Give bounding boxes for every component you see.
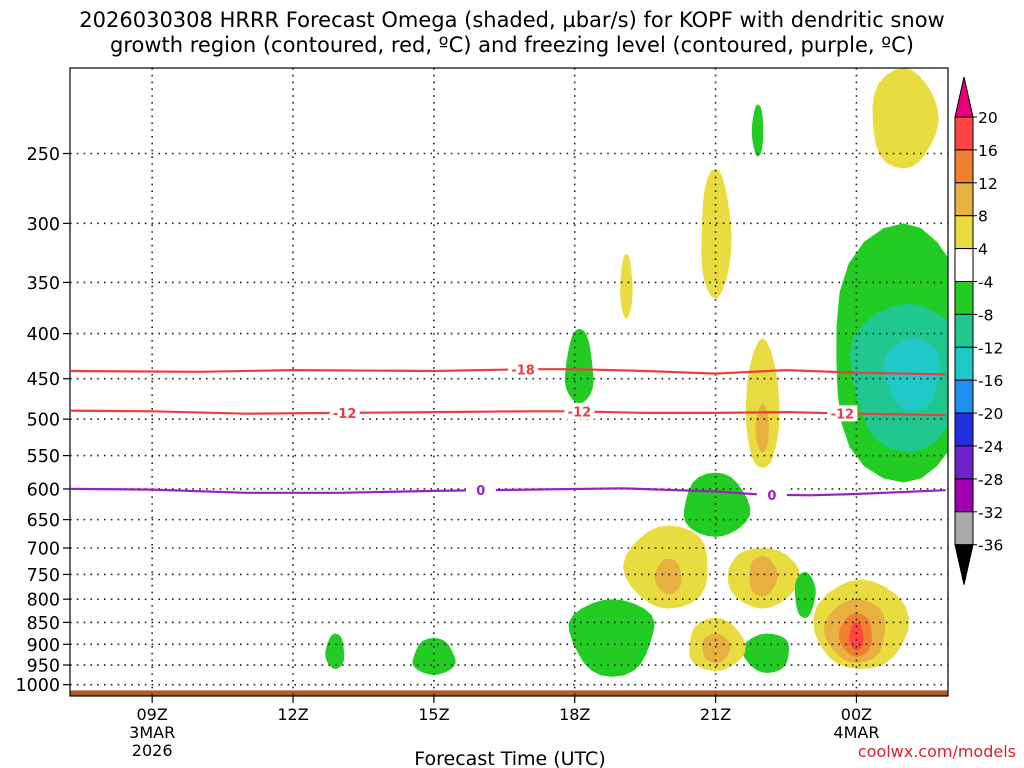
contour-line [70, 487, 946, 497]
omega-region [702, 633, 731, 663]
colorbar-label: -32 [978, 504, 1003, 522]
x-tick-sublabel: 3MAR [129, 723, 175, 742]
colorbar-label: -28 [978, 471, 1003, 489]
x-tick-label: 12Z [277, 705, 308, 724]
y-tick-label: 850 [27, 614, 60, 634]
contour-label: 0 [767, 489, 776, 504]
colorbar-label: 12 [978, 175, 998, 193]
pressure-axis: 2503003504004505005506006507007508008509… [15, 145, 70, 696]
omega-region [749, 556, 778, 597]
colorbar-label: 16 [978, 142, 998, 160]
contour-label-bg [564, 403, 595, 420]
colorbar-label: -20 [978, 405, 1003, 423]
terrain-strip [70, 690, 948, 696]
colorbar-label: -8 [978, 306, 993, 324]
x-tick-label: 15Z [418, 705, 449, 724]
colorbar-segment [954, 346, 974, 381]
omega-region [794, 571, 816, 618]
chart-title-line-2: growth region (contoured, red, ºC) and f… [110, 33, 914, 57]
omega-region [701, 168, 732, 299]
contour-label: -12 [568, 405, 592, 420]
colorbar-legend: 20 16 12 8 4 -4 -8 -12 -16 -20 -24 -28 -32 -36 [954, 76, 1003, 585]
contour-label-bg [508, 361, 539, 378]
plot-frame [69, 67, 949, 697]
colorbar-segment [954, 379, 974, 414]
colorbar-segment [954, 182, 974, 217]
y-tick-label: 550 [27, 447, 60, 467]
plot-background [70, 68, 948, 696]
grid-lines [69, 67, 949, 697]
colorbar-label: -12 [978, 339, 1003, 357]
y-tick-label: 450 [27, 370, 60, 390]
y-tick-label: 800 [27, 591, 60, 611]
omega-region [683, 472, 751, 537]
colorbar-segment [954, 511, 974, 546]
y-tick-label: 950 [27, 657, 60, 677]
colorbar-label: -4 [978, 274, 993, 292]
contour-label-bg [465, 482, 496, 499]
colorbar-segment [954, 445, 974, 480]
y-tick-label: 600 [27, 480, 60, 500]
colorbar-segment [954, 478, 974, 513]
x-axis-label: Forecast Time (UTC) [414, 748, 605, 768]
omega-region [620, 254, 633, 319]
x-tick-label: 18Z [559, 705, 590, 724]
colorbar-segment [954, 412, 974, 447]
colorbar-segment [954, 313, 974, 348]
colorbar-top-arrow [954, 76, 974, 118]
x-tick-label: 00Z [841, 705, 872, 724]
y-tick-label: 300 [27, 215, 60, 235]
contour-label: -12 [333, 407, 357, 422]
y-tick-label: 500 [27, 411, 60, 431]
terrain-bar [70, 690, 948, 696]
colorbar-label: -24 [978, 438, 1003, 456]
omega-region [325, 633, 345, 669]
omega-region [751, 104, 764, 157]
temperature-contours: -18 -12 -12 -12 0 0 [70, 361, 946, 504]
y-tick-label: 750 [27, 566, 60, 586]
x-tick-sublabel: 2026 [132, 741, 173, 760]
omega-region [755, 403, 769, 453]
contour-line [70, 409, 946, 417]
y-tick-label: 1000 [15, 676, 60, 696]
y-tick-label: 400 [27, 325, 60, 345]
colorbar-label: 20 [978, 109, 998, 127]
contour-label-bg [329, 404, 360, 421]
contour-line [70, 368, 946, 376]
contour-label-bg [756, 486, 787, 503]
y-tick-label: 900 [27, 636, 60, 656]
contour-label: 0 [476, 484, 485, 499]
y-tick-label: 700 [27, 540, 60, 560]
colorbar-bottom-arrow [954, 544, 974, 585]
colorbar-label: 8 [978, 208, 988, 226]
colorbar-segment [954, 116, 974, 151]
omega-region [872, 68, 939, 169]
contour-label: -12 [831, 407, 855, 422]
omega-region [654, 558, 682, 595]
chart-title-line-1: 2026030308 HRRR Forecast Omega (shaded, … [79, 8, 945, 32]
colorbar-segment [954, 248, 974, 283]
colorbar-label: 4 [978, 241, 988, 259]
contour-label-bg [827, 405, 858, 422]
colorbar-segment [954, 281, 974, 315]
x-tick-label: 21Z [700, 705, 731, 724]
contour-label: -18 [511, 363, 535, 378]
colorbar-segment [954, 149, 974, 184]
colorbar-label: -16 [978, 372, 1003, 390]
omega-region [568, 599, 655, 677]
y-tick-label: 250 [27, 145, 60, 165]
colorbar-label: -36 [978, 537, 1003, 555]
omega-region [564, 328, 594, 404]
colorbar-segment [954, 215, 974, 250]
y-tick-label: 350 [27, 274, 60, 294]
x-tick-label: 09Z [137, 705, 168, 724]
x-tick-sublabel: 4MAR [833, 723, 879, 742]
y-tick-label: 650 [27, 511, 60, 531]
omega-region [742, 633, 789, 673]
credit-link[interactable]: coolwx.com/models [857, 742, 1016, 761]
